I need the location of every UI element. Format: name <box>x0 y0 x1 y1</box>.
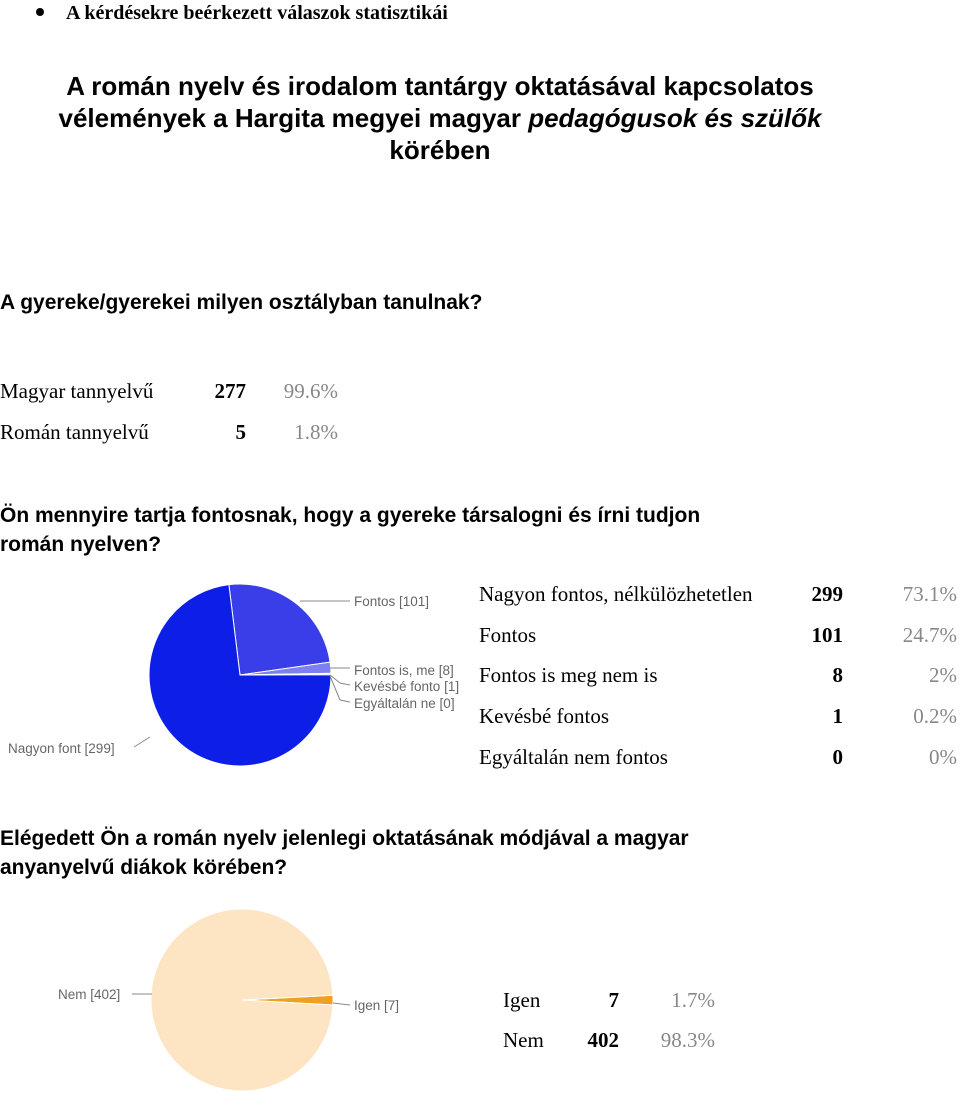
q2-leader-line <box>329 675 351 703</box>
q2-leader-line <box>133 736 151 748</box>
row-pct: 98.3% <box>660 1028 715 1052</box>
q2-results-table: Nagyon fontos, nélkülözhetetlen 299 73.1% F… <box>479 574 957 777</box>
q2-table-row: Egyáltalán nem fontos 0 0% <box>479 737 957 778</box>
row-count: 8 <box>832 663 844 688</box>
row-count: 7 <box>608 988 620 1012</box>
q3-table-row: Igen 7 1.7% <box>503 980 715 1020</box>
q2-table-row: Kevésbé fontos 1 0.2% <box>479 696 957 737</box>
q3-question-line-2: anyanyelvű diákok körében? <box>0 856 288 879</box>
row-label: Igen <box>503 988 541 1012</box>
q3-results-table: Igen 7 1.7% Nem 402 98.3% <box>503 980 715 1060</box>
row-label: Fontos is meg nem is <box>479 663 658 688</box>
bullet-text: A kérdésekre beérkezett válaszok statisz… <box>66 2 448 24</box>
q3-pie-label-nem: Nem [402] <box>58 987 120 1002</box>
row-label: Egyáltalán nem fontos <box>479 744 668 769</box>
q2-slice-fontos <box>228 583 331 676</box>
q2-question-line-2: román nyelven? <box>0 533 162 556</box>
row-count: 1 <box>832 704 844 729</box>
q1-row-count: 277 <box>214 379 247 403</box>
q1-row-label: Román tannyelvű <box>0 420 149 444</box>
q2-table-row: Nagyon fontos, nélkülözhetetlen 299 73.1% <box>479 574 957 615</box>
q3-table-row: Nem 402 98.3% <box>503 1020 715 1060</box>
q3-slice-nem <box>150 908 334 1092</box>
q2-pie-label-fontos-is: Fontos is, me [8] <box>354 663 454 678</box>
row-count: 0 <box>832 744 844 769</box>
row-count: 101 <box>811 622 844 647</box>
q2-table-row: Fontos 101 24.7% <box>479 615 957 656</box>
q1-row-label: Magyar tannyelvű <box>0 379 154 403</box>
row-label: Nem <box>503 1028 544 1052</box>
q2-pie-chart: Fontos [101] Fontos is, me [8] Kevésbé f… <box>8 583 459 767</box>
title-line-1: A román nyelv és irodalom tantárgy oktat… <box>66 71 814 101</box>
q2-pie-label-fontos: Fontos [101] <box>354 594 429 609</box>
q3-pie-leader-lines <box>132 993 351 1006</box>
q2-slice-nagyon <box>148 584 332 767</box>
q2-question: Ön mennyire tartja fontosnak, hogy a gye… <box>0 501 700 559</box>
title-line-2-italic: pedagógusok és szülők <box>528 103 822 133</box>
row-pct: 73.1% <box>902 582 957 606</box>
q2-leader-line <box>329 674 351 686</box>
q2-pie-slices <box>148 583 332 767</box>
q2-table-row: Fontos is meg nem is 8 2% <box>479 655 957 696</box>
row-label: Kevésbé fontos <box>479 704 610 729</box>
row-label: Nagyon fontos, nélkülözhetetlen <box>479 582 753 606</box>
row-pct: 0.2% <box>913 704 957 729</box>
bullet-dot-icon <box>36 8 44 17</box>
row-pct: 2% <box>929 663 957 688</box>
q1-question: A gyereke/gyerekei milyen osztályban tan… <box>0 291 483 314</box>
row-count: 402 <box>587 1028 620 1052</box>
bullet-heading: A kérdésekre beérkezett válaszok statisz… <box>36 0 448 26</box>
q2-pie-label-nagyon: Nagyon font [299] <box>8 741 115 756</box>
q1-row-count: 5 <box>235 420 247 444</box>
q1-row-pct: 99.6% <box>283 379 338 403</box>
row-pct: 1.7% <box>671 988 715 1012</box>
q2-question-line-1: Ön mennyire tartja fontosnak, hogy a gye… <box>0 504 701 527</box>
q3-pie-chart: Nem [402] Igen [7] <box>58 908 399 1092</box>
q3-pie-label-igen: Igen [7] <box>354 998 399 1013</box>
row-pct: 0% <box>929 744 957 769</box>
q2-pie-label-egyaltalan: Egyáltalán ne [0] <box>354 696 455 711</box>
document-title: A román nyelv és irodalom tantárgy oktat… <box>0 70 880 166</box>
title-line-2-regular: vélemények a Hargita megyei magyar <box>58 103 529 133</box>
q1-row-pct: 1.8% <box>294 420 338 444</box>
q3-leader-line <box>332 1002 351 1006</box>
title-line-2: vélemények a Hargita megyei magyar pedag… <box>0 102 880 134</box>
q2-pie-leader-lines <box>133 600 351 748</box>
q1-row-1: Román tannyelvű 5 1.8% <box>0 419 338 445</box>
q3-question-line-1: Elégedett Ön a román nyelv jelenlegi okt… <box>0 827 689 850</box>
q2-pie-label-kevesbe: Kevésbé fonto [1] <box>354 679 459 694</box>
q3-question: Elégedett Ön a román nyelv jelenlegi okt… <box>0 824 689 882</box>
row-label: Fontos <box>479 622 537 647</box>
q3-pie-slices <box>150 908 334 1092</box>
q1-row-0: Magyar tannyelvű 277 99.6% <box>0 378 338 404</box>
title-line-3: körében <box>389 135 491 165</box>
row-pct: 24.7% <box>902 622 957 647</box>
row-count: 299 <box>811 582 844 606</box>
